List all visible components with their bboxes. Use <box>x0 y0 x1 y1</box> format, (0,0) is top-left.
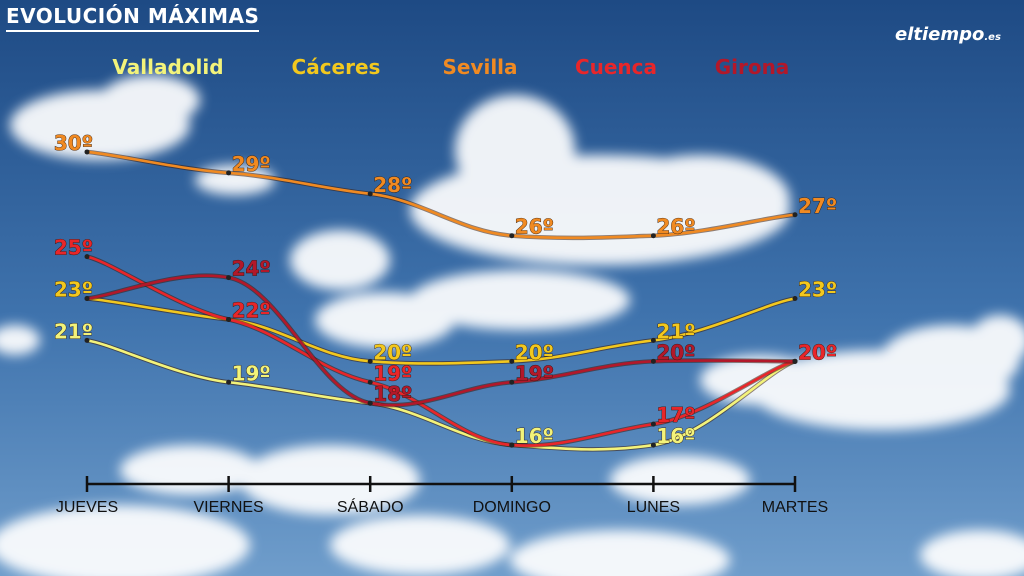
data-point <box>650 358 656 364</box>
data-label: 20º <box>656 340 695 364</box>
data-point <box>226 379 232 385</box>
data-point <box>367 400 373 406</box>
data-point <box>650 442 656 448</box>
data-label: 19º <box>232 361 271 385</box>
data-label: 22º <box>232 298 271 322</box>
x-tick-label: VIERNES <box>193 499 263 516</box>
legend-entry: Sevilla <box>442 55 517 79</box>
data-label: 26º <box>515 215 554 239</box>
data-point <box>509 358 515 364</box>
legend-entry: Girona <box>715 55 790 79</box>
series-line <box>86 274 796 407</box>
data-point <box>509 379 515 385</box>
clouds <box>0 75 1024 576</box>
data-point <box>367 358 373 364</box>
data-label: 24º <box>232 257 271 281</box>
data-point <box>84 254 90 260</box>
data-label: 19º <box>515 361 554 385</box>
data-point <box>226 275 232 281</box>
x-tick-label: DOMINGO <box>473 499 551 516</box>
data-point <box>367 191 373 197</box>
data-point <box>509 233 515 239</box>
data-label: 27º <box>798 194 837 218</box>
data-point <box>509 442 515 448</box>
logo-text: eltiempo <box>895 24 985 45</box>
data-point <box>792 296 798 301</box>
data-point <box>650 337 656 343</box>
data-label: 21º <box>54 319 93 343</box>
data-point <box>792 212 798 218</box>
data-point <box>226 316 232 322</box>
series-line <box>86 339 796 451</box>
data-label: 16º <box>515 424 554 448</box>
series-line <box>86 150 796 240</box>
data-label: 21º <box>656 319 695 343</box>
data-label: 30º <box>54 131 93 155</box>
data-label: 18º <box>373 382 412 406</box>
data-label: 16º <box>656 424 695 448</box>
brand-logo: eltiempo.es <box>895 24 1001 45</box>
data-label: 25º <box>54 236 93 260</box>
page-title: EVOLUCIÓN MÁXIMAS <box>6 4 260 32</box>
data-label: 23º <box>798 278 837 302</box>
data-point <box>650 421 656 427</box>
data-label: 17º <box>656 403 695 427</box>
data-label: 29º <box>232 152 271 176</box>
logo-suffix: .es <box>984 32 1001 43</box>
legend-entry: Valladolid <box>112 55 223 79</box>
data-label: 19º <box>373 361 412 385</box>
data-label: 20º <box>373 340 412 364</box>
x-tick-label: LUNES <box>627 499 680 516</box>
x-tick-label: MARTES <box>762 499 828 516</box>
data-point <box>650 233 656 239</box>
data-point <box>84 149 90 155</box>
x-tick-label: SÁBADO <box>337 497 404 516</box>
x-axis: JUEVES VIERNES SÁBADO DOMINGO LUNES MARTES <box>56 476 828 516</box>
data-label: 20º <box>798 340 837 364</box>
data-label: 28º <box>373 173 412 197</box>
data-point <box>84 296 90 301</box>
data-point <box>226 170 232 176</box>
data-label: 26º <box>656 215 695 239</box>
series-lines <box>86 149 796 452</box>
data-point <box>367 379 373 385</box>
legend-entry: Cáceres <box>292 55 381 79</box>
x-tick-label: JUEVES <box>56 499 118 516</box>
legend: Valladolid Cáceres Sevilla Cuenca Girona <box>112 55 789 79</box>
legend-entry: Cuenca <box>575 55 657 79</box>
data-point <box>84 337 90 343</box>
data-point <box>792 358 798 364</box>
data-label: 20º <box>515 340 554 364</box>
series-line <box>86 255 796 447</box>
